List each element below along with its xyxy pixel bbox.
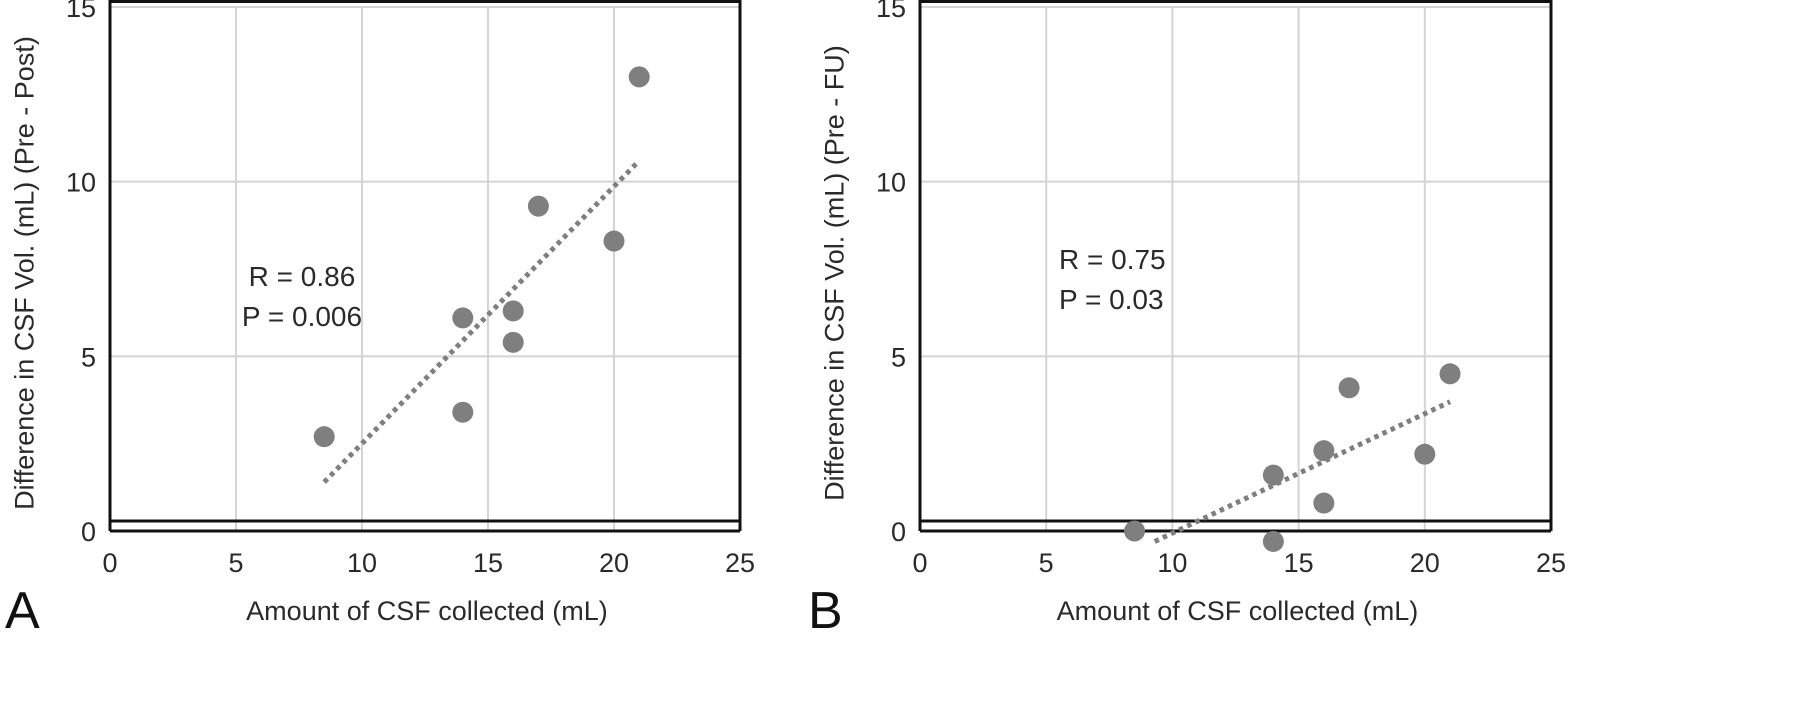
x-axis-title: Amount of CSF collected (mL): [246, 596, 608, 626]
x-tick-label: 0: [912, 548, 927, 578]
y-tick-label: 5: [891, 342, 906, 372]
data-point: [1439, 363, 1461, 385]
stats-annotation: R = 0.75: [1059, 244, 1166, 275]
panel-label: A: [5, 582, 40, 640]
data-point: [603, 230, 625, 252]
data-point: [527, 195, 549, 217]
chart-panel-b: 0 5 10 15 0 5 10 15 20 25 Amount of CSF collected …: [808, 0, 1566, 640]
data-point: [1338, 377, 1360, 399]
y-axis-title: Difference in CSF Vol. (mL) (Pre - FU): [819, 45, 849, 501]
stats-annotation: R = 0.86: [249, 261, 356, 292]
data-point: [313, 426, 335, 448]
data-point: [452, 307, 474, 329]
data-point: [502, 331, 524, 353]
y-tick-label: 15: [66, 0, 96, 23]
x-axis-title: Amount of CSF collected (mL): [1057, 596, 1419, 626]
data-point: [628, 66, 650, 88]
y-tick-label: 10: [66, 168, 96, 198]
y-tick-label: 0: [891, 517, 906, 547]
chart-panel-a: 0 5 10 15 0 5 10 15 20 25 Amount of CSF collected …: [5, 0, 755, 640]
x-tick-label: 10: [1157, 548, 1187, 578]
data-point: [1262, 464, 1284, 486]
x-tick-label: 10: [347, 548, 377, 578]
y-tick-label: 10: [876, 168, 906, 198]
y-tick-label: 15: [876, 0, 906, 23]
x-tick-label: 0: [102, 548, 117, 578]
trendline: [322, 158, 641, 484]
stats-annotation: P = 0.006: [242, 301, 362, 332]
data-point: [1414, 443, 1436, 465]
stats-annotation: P = 0.03: [1059, 284, 1164, 315]
data-point: [1262, 530, 1284, 552]
x-tick-label: 25: [725, 548, 755, 578]
x-tick-label: 15: [473, 548, 503, 578]
x-tick-label: 5: [228, 548, 243, 578]
data-point: [502, 300, 524, 322]
x-tick-label: 25: [1536, 548, 1566, 578]
data-point: [1124, 520, 1146, 542]
x-tick-label: 5: [1039, 548, 1054, 578]
x-tick-label: 20: [1410, 548, 1440, 578]
trendline: [1153, 399, 1452, 544]
x-tick-label: 20: [599, 548, 629, 578]
y-tick-label: 0: [81, 517, 96, 547]
data-point: [1313, 492, 1335, 514]
y-axis-title: Difference in CSF Vol. (mL) (Pre - Post): [9, 36, 39, 510]
x-tick-label: 15: [1284, 548, 1314, 578]
data-point: [452, 401, 474, 423]
panel-label: B: [808, 582, 843, 640]
data-point: [1313, 440, 1335, 462]
y-tick-label: 5: [81, 342, 96, 372]
